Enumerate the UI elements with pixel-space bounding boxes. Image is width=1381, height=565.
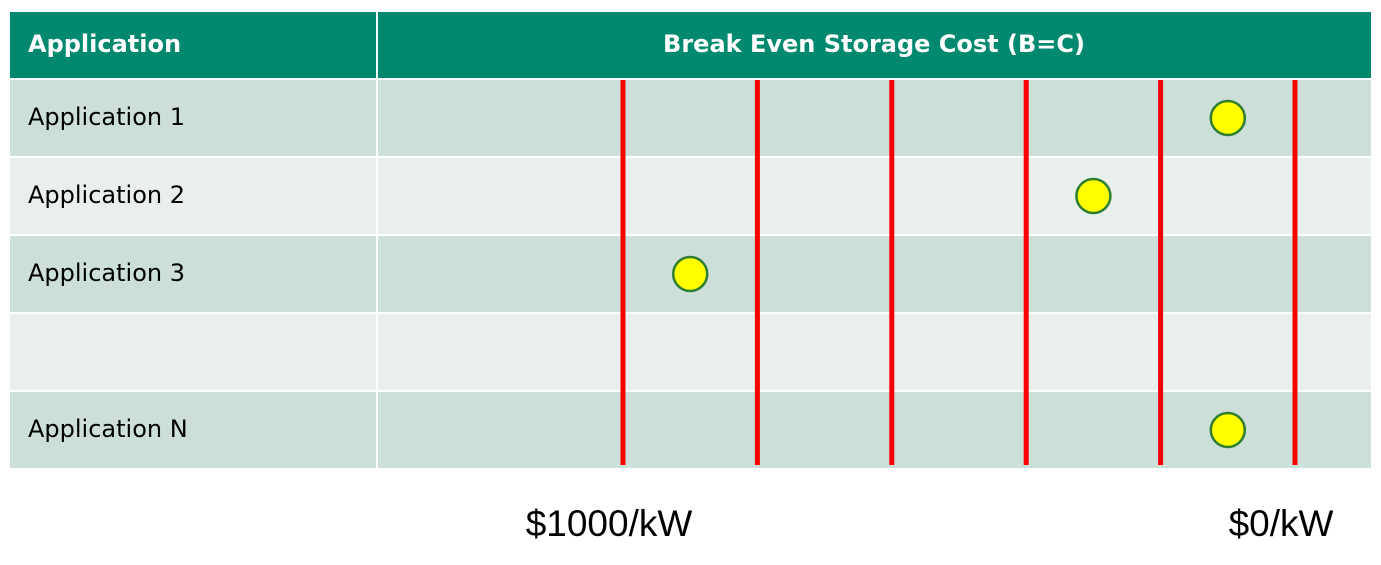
column-header: Application	[28, 30, 181, 58]
row-value-cell	[378, 80, 1371, 156]
row-label-cell	[10, 80, 376, 156]
row-label-cell	[10, 392, 376, 468]
row-label-cell	[10, 314, 376, 390]
row-label-cell	[10, 158, 376, 234]
column-header: Break Even Storage Cost (B=C)	[663, 30, 1085, 58]
x-tick-label: $1000/kW	[526, 503, 693, 544]
dot	[1209, 411, 1247, 449]
row-label: Application 1	[28, 103, 185, 131]
dot	[1075, 177, 1112, 215]
row-label: Application 2	[28, 181, 185, 209]
dot	[671, 255, 709, 293]
row-value-cell	[378, 314, 1371, 390]
row-value-cell	[378, 392, 1371, 468]
row-label-cell	[10, 236, 376, 312]
row-value-cell	[378, 236, 1371, 312]
row-label: Application N	[28, 415, 188, 443]
row-value-cell	[378, 158, 1371, 234]
header-row	[10, 12, 1371, 78]
row-label: Application 3	[28, 259, 185, 287]
dot	[1209, 99, 1247, 137]
x-tick-label: $0/kW	[1229, 503, 1334, 544]
